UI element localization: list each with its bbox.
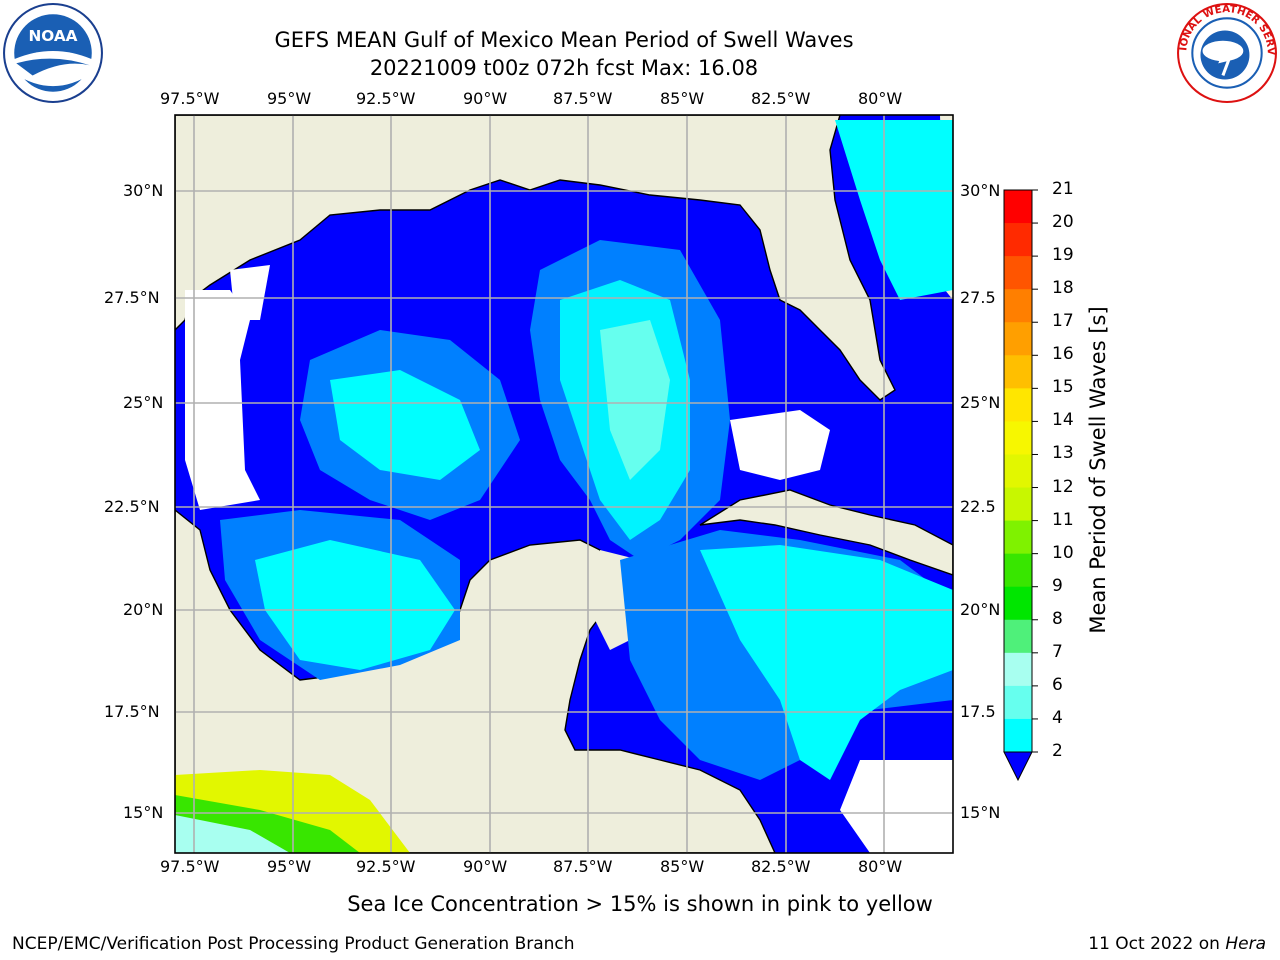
colorbar-tick-label: 10	[1052, 542, 1074, 563]
colorbar-tick-label: 18	[1052, 278, 1074, 299]
colorbar-segment	[1004, 685, 1032, 720]
colorbar-segment	[1004, 421, 1032, 455]
colorbar-tick-label: 7	[1052, 641, 1063, 662]
colorbar-segment	[1004, 322, 1032, 356]
colorbar-tick-label: 9	[1052, 575, 1063, 596]
lon-label: 80°W	[858, 857, 903, 876]
colorbar-tick-label: 13	[1052, 443, 1074, 464]
lon-label: 80°W	[858, 89, 903, 108]
lat-label: 25°N	[123, 393, 164, 412]
colorbar-segment	[1004, 586, 1032, 621]
colorbar-tick-label: 21	[1052, 179, 1074, 199]
lat-label: 30°N	[960, 181, 1001, 200]
svg-text:NOAA: NOAA	[28, 27, 77, 45]
lon-label: 87.5°W	[553, 89, 613, 108]
lon-label: 92.5°W	[356, 857, 416, 876]
swell-zone-cyan-west	[330, 370, 480, 480]
lat-label: 30°N	[123, 181, 164, 200]
colorbar-segment	[1004, 652, 1032, 687]
colorbar-segment	[1004, 289, 1032, 323]
nws-logo: NATIONAL WEATHER SERVICE	[1176, 2, 1277, 103]
credit-line: NCEP/EMC/Verification Post Processing Pr…	[12, 934, 575, 954]
lat-label: 20°N	[960, 600, 1001, 619]
lon-label: 85°W	[660, 857, 705, 876]
lat-label: 15°N	[123, 803, 164, 822]
colorbar-segment	[1004, 256, 1032, 290]
lon-label: 87.5°W	[553, 857, 613, 876]
run-date: 11 Oct 2022 on Hera	[1088, 934, 1266, 954]
lon-label: 82.5°W	[751, 857, 811, 876]
noaa-logo: NOAA	[3, 3, 103, 103]
colorbar-tick-label: 14	[1052, 410, 1074, 431]
lon-label: 95°W	[267, 857, 312, 876]
colorbar-tick-label: 2	[1052, 741, 1063, 761]
swell-zone-cyan-sw	[255, 540, 455, 670]
lon-label: 85°W	[660, 89, 705, 108]
colorbar-segment	[1004, 388, 1032, 422]
run-date-text: 11 Oct 2022 on	[1088, 934, 1220, 954]
colorbar-tick-label: 8	[1052, 608, 1063, 629]
colorbar-segment	[1004, 454, 1032, 489]
lat-label: 15°N	[960, 803, 1001, 822]
lon-label: 97.5°W	[160, 857, 220, 876]
missing-south	[840, 760, 953, 853]
chart-subtitle: 20221009 t00z 072h fcst Max: 16.08	[369, 56, 759, 80]
colorbar-segment	[1004, 487, 1032, 522]
lon-label: 92.5°W	[356, 89, 416, 108]
colorbar-tick-label: 12	[1052, 476, 1074, 497]
lon-label: 82.5°W	[751, 89, 811, 108]
lat-label: 17.5°N	[104, 702, 160, 721]
lon-label: 97.5°W	[160, 89, 220, 108]
colorbar-tick-label: 19	[1052, 245, 1074, 266]
colorbar-under-triangle	[1003, 751, 1033, 782]
colorbar-segment	[1004, 619, 1032, 654]
colorbar-segment	[1004, 355, 1032, 389]
lat-label: 27.5°N	[104, 288, 160, 307]
colorbar-segment	[1004, 520, 1032, 555]
colorbar-tick-label: 4	[1052, 707, 1063, 728]
colorbar-segment	[1004, 553, 1032, 588]
lat-label: 17.5	[960, 702, 996, 721]
missing-keys	[730, 410, 830, 480]
ice-band-pale	[175, 815, 290, 853]
lat-label: 25°N	[960, 393, 1001, 412]
missing-tx	[185, 290, 260, 510]
map-frame	[174, 114, 954, 854]
colorbar-tick-label: 6	[1052, 674, 1063, 695]
colorbar-tick-label: 20	[1052, 212, 1074, 233]
colorbar-frame	[1003, 189, 1033, 753]
colorbar-tick-label: 17	[1052, 311, 1074, 332]
missing-pr	[230, 265, 270, 320]
chart-title: GEFS MEAN Gulf of Mexico Mean Period of …	[274, 28, 854, 52]
lon-label: 90°W	[463, 89, 508, 108]
swell-zone-florida-east-cyan	[835, 120, 953, 300]
colorbar-tick-label: 16	[1052, 344, 1074, 365]
lat-label: 20°N	[123, 600, 164, 619]
lat-label: 22.5	[960, 497, 996, 516]
lon-label: 95°W	[267, 89, 312, 108]
sea-ice-footnote: Sea Ice Concentration > 15% is shown in …	[347, 892, 933, 916]
colorbar-label: Mean Period of Swell Waves [s]	[1086, 306, 1110, 634]
lon-label: 90°W	[463, 857, 508, 876]
colorbar-tick-label: 11	[1052, 509, 1074, 530]
run-host: Hera	[1225, 934, 1266, 954]
lat-label: 22.5°N	[104, 497, 160, 516]
colorbar-segment	[1004, 718, 1032, 753]
graticule	[175, 115, 953, 853]
colorbar-tick-label: 15	[1052, 377, 1074, 398]
lat-label: 27.5	[960, 288, 996, 307]
swell-zone-caribbean-cyan	[700, 545, 953, 780]
colorbar-segment	[1004, 223, 1032, 257]
colorbar	[1003, 189, 1038, 782]
land-cuba	[699, 489, 953, 576]
colorbar-segment	[1004, 190, 1032, 224]
land-us	[175, 115, 896, 401]
swell-zone-cyan-pale	[600, 320, 670, 480]
